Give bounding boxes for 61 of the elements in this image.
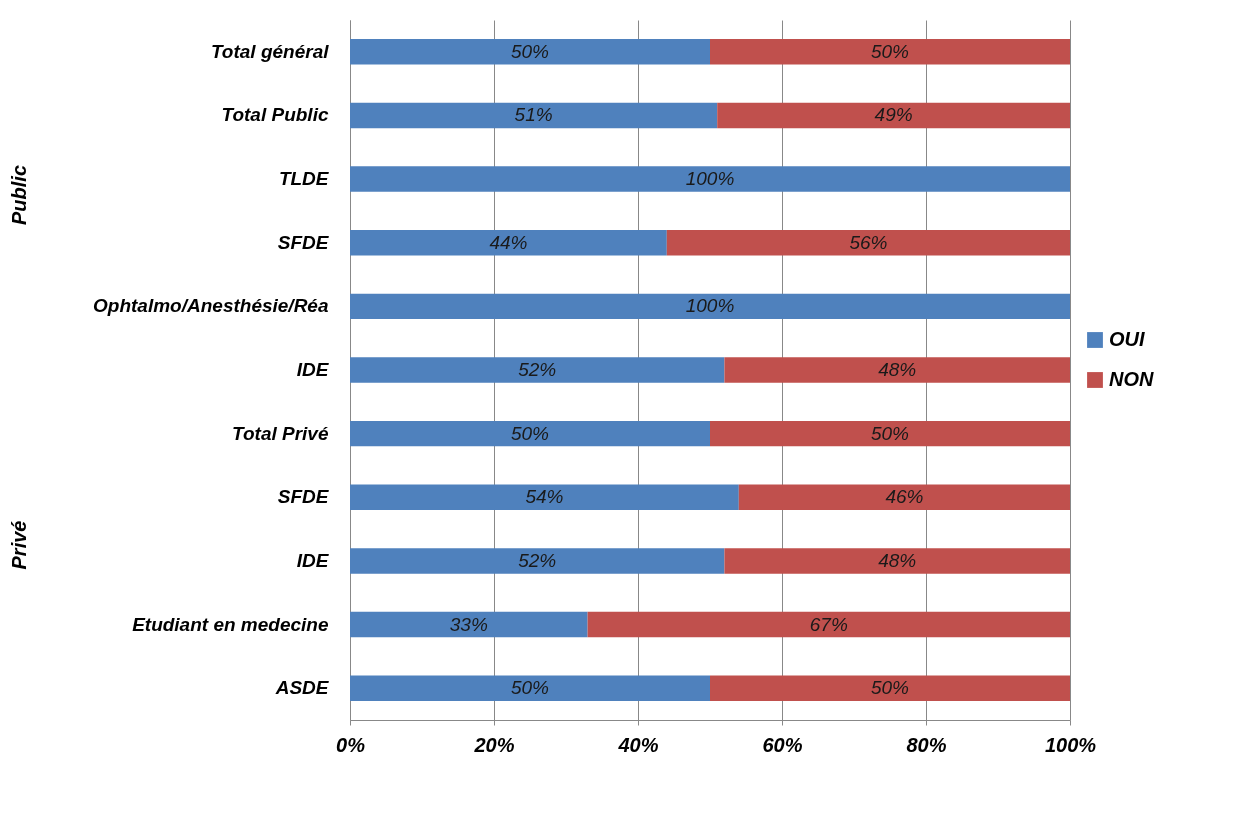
y-tick-label: Total général <box>210 40 330 62</box>
bar <box>724 548 1070 574</box>
data-label: 50% <box>870 677 910 699</box>
x-tick-label: 20% <box>473 733 515 756</box>
data-label: 54% <box>525 486 564 508</box>
bar <box>350 230 667 256</box>
data-label: 46% <box>885 486 924 508</box>
y-tick-label: IDE <box>296 549 330 571</box>
bar <box>710 675 1070 701</box>
data-label: 50% <box>870 422 910 444</box>
bar <box>350 166 1070 192</box>
x-tick-label: 40% <box>617 733 659 756</box>
x-tick-label: 80% <box>906 733 947 756</box>
data-label: 100% <box>685 295 735 317</box>
bar <box>350 420 710 447</box>
data-label: 51% <box>514 104 553 126</box>
y-tick-label: IDE <box>296 359 330 380</box>
bar <box>350 39 710 65</box>
bar <box>724 357 1070 383</box>
bar <box>738 484 1070 510</box>
bar <box>350 675 710 701</box>
data-label: 52% <box>518 549 557 571</box>
legend-label: NON <box>1109 368 1154 390</box>
bar <box>350 102 718 129</box>
y-tick-label: SFDE <box>277 231 330 253</box>
bar <box>350 293 1070 320</box>
data-label: 50% <box>510 677 550 699</box>
x-tick-label: 60% <box>762 733 803 756</box>
data-label: 52% <box>518 359 557 380</box>
data-label: 48% <box>878 359 917 380</box>
bar <box>350 548 725 574</box>
text: Privé <box>8 520 30 570</box>
bar <box>666 230 1070 256</box>
x-tick-label: 100% <box>1044 733 1097 756</box>
y-tick-label: Total Public <box>221 104 329 126</box>
data-label: 33% <box>449 613 488 635</box>
y-tick-label: Etudiant en medecine <box>132 613 329 635</box>
data-label: 100% <box>685 168 735 190</box>
data-label: 50% <box>510 40 550 62</box>
data-label: 44% <box>489 231 528 253</box>
data-label: 49% <box>874 104 913 126</box>
legend-label: OUI <box>1109 328 1145 350</box>
bar <box>710 420 1070 447</box>
bar <box>350 611 588 638</box>
y-tick-label: TLDE <box>278 168 330 190</box>
y-tick-label: Total Privé <box>232 422 329 444</box>
bar <box>587 611 1070 638</box>
bar <box>350 357 725 383</box>
y-tick-label: Ophtalmo/Anesthésie/Réa <box>93 295 329 317</box>
data-label: 50% <box>510 422 550 444</box>
y-tick-label: SFDE <box>277 486 330 508</box>
data-label: 48% <box>878 549 917 571</box>
bar <box>350 484 739 510</box>
bar <box>710 39 1070 65</box>
data-label: 67% <box>809 613 848 635</box>
x-tick-label: 0% <box>336 733 366 756</box>
text: Public <box>8 164 30 226</box>
data-label: 56% <box>849 231 888 253</box>
y-tick-label: ASDE <box>274 677 330 699</box>
bar <box>717 102 1070 129</box>
data-label: 50% <box>870 40 910 62</box>
